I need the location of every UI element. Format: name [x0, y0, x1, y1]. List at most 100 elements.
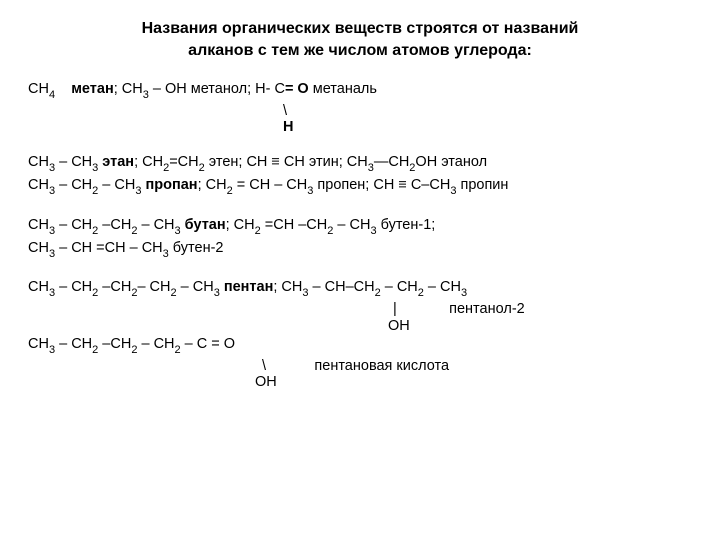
methanal-slash: \ — [28, 103, 692, 120]
sub: 3 — [143, 89, 149, 101]
txt: ; CH — [114, 81, 143, 97]
ethane-propane-block: CH3 – CH3 этан; CH2=CH2 этен; CH ≡ CH эт… — [28, 152, 692, 199]
txt: –CH — [98, 279, 131, 295]
ethane-row: CH3 – CH3 этан; CH2=CH2 этен; CH ≡ CH эт… — [28, 152, 692, 175]
pentanol-oh: OH — [28, 318, 692, 335]
sub: 2 — [327, 225, 333, 237]
sub: 3 — [302, 287, 308, 299]
methane-name: метан — [71, 81, 114, 97]
txt: – OH метанол; H- C — [149, 81, 285, 97]
txt: – C = O — [181, 336, 235, 352]
sub: 4 — [49, 89, 55, 101]
sub: 2 — [92, 344, 98, 356]
acid-slash: \ пентановая кислота — [28, 358, 692, 375]
sub: 2 — [131, 344, 137, 356]
sub: 3 — [49, 185, 55, 197]
txt: CH — [28, 217, 49, 233]
document-title: Названия органических веществ строятся о… — [28, 18, 692, 61]
sub: 2 — [409, 162, 415, 174]
txt: =CH — [169, 154, 198, 170]
txt: – CH — [55, 336, 92, 352]
sub: 2 — [131, 225, 137, 237]
txt: – CH — [98, 177, 135, 193]
txt: —CH — [374, 154, 409, 170]
txt: бутен-2 — [169, 240, 224, 256]
methanal-name: метаналь — [309, 81, 377, 97]
txt: ; CH — [226, 217, 255, 233]
sub: 3 — [49, 344, 55, 356]
sub: 2 — [131, 287, 137, 299]
txt: = CH – CH — [233, 177, 308, 193]
txt: пропин — [456, 177, 508, 193]
sub: 3 — [163, 248, 169, 260]
txt: – CH — [137, 336, 174, 352]
methane-block: CH4 метан; CH3 – OH метанол; H- C= O мет… — [28, 79, 692, 136]
txt: – CH–CH — [309, 279, 375, 295]
pentanol-bar: | пентанол-2 — [28, 301, 692, 318]
butane-block: CH3 – CH2 –CH2 – CH3 бутан; CH2 =CH –CH2… — [28, 215, 692, 262]
txt: – CH — [424, 279, 461, 295]
pentane-row: CH3 – CH2 –CH2– CH2 – CH3 пентан; CH3 – … — [28, 277, 692, 300]
txt: ; CH — [198, 177, 227, 193]
txt: – CH — [55, 217, 92, 233]
sub: 3 — [370, 225, 376, 237]
txt: CH — [28, 81, 49, 97]
title-line-1: Названия органических веществ строятся о… — [142, 20, 579, 37]
txt: – CH — [381, 279, 418, 295]
sub: 2 — [163, 162, 169, 174]
sub: 3 — [175, 225, 181, 237]
sub: 2 — [418, 287, 424, 299]
pentane-name: пентан — [220, 279, 274, 295]
txt: бутен-1; — [377, 217, 436, 233]
butene2-row: CH3 – CH =CH – CH3 бутен-2 — [28, 238, 692, 261]
sub: 3 — [461, 287, 467, 299]
txt: –CH — [98, 217, 131, 233]
txt: пропен; CH ≡ C–CH — [313, 177, 450, 193]
txt: – CH — [333, 217, 370, 233]
butane-name: бутан — [181, 217, 226, 233]
sub: 2 — [375, 287, 381, 299]
txt: CH — [28, 336, 49, 352]
txt: CH — [28, 240, 49, 256]
sub: 3 — [92, 162, 98, 174]
butane-row: CH3 – CH2 –CH2 – CH3 бутан; CH2 =CH –CH2… — [28, 215, 692, 238]
txt: CH — [28, 154, 49, 170]
txt: = O — [285, 81, 309, 97]
txt: – CH — [55, 279, 92, 295]
sub: 2 — [171, 287, 177, 299]
txt: – CH — [137, 279, 170, 295]
sub: 3 — [368, 162, 374, 174]
sub: 2 — [227, 185, 233, 197]
txt: –CH — [98, 336, 131, 352]
acid-oh: OH — [28, 374, 692, 391]
txt: – CH — [55, 177, 92, 193]
txt: – CH — [137, 217, 174, 233]
txt: =CH –CH — [261, 217, 327, 233]
sub: 2 — [255, 225, 261, 237]
sub: 2 — [92, 185, 98, 197]
txt: этен; CH ≡ CH этин; CH — [205, 154, 368, 170]
methanal-h: H — [28, 119, 692, 136]
txt: – CH — [177, 279, 214, 295]
txt: ; CH — [134, 154, 163, 170]
pentane-block: CH3 – CH2 –CH2– CH2 – CH3 пентан; CH3 – … — [28, 277, 692, 390]
sub: 2 — [92, 225, 98, 237]
acid-row: CH3 – CH2 –CH2 – CH2 – C = O — [28, 334, 692, 357]
txt: – CH =CH – CH — [55, 240, 163, 256]
sub: 2 — [199, 162, 205, 174]
title-line-2: алканов с тем же числом атомов углерода: — [188, 42, 532, 59]
methane-row: CH4 метан; CH3 – OH метанол; H- C= O мет… — [28, 79, 692, 102]
propane-row: CH3 – CH2 – CH3 пропан; CH2 = CH – CH3 п… — [28, 175, 692, 198]
sub: 2 — [175, 344, 181, 356]
sub: 3 — [214, 287, 220, 299]
txt: CH — [28, 177, 49, 193]
sub: 3 — [49, 248, 55, 260]
ethane-name: этан — [98, 154, 134, 170]
txt: – CH — [55, 154, 92, 170]
sub: 3 — [49, 225, 55, 237]
sub: 3 — [135, 185, 141, 197]
sub: 3 — [49, 287, 55, 299]
sub: 2 — [92, 287, 98, 299]
txt: ; CH — [273, 279, 302, 295]
txt: OH этанол — [415, 154, 487, 170]
